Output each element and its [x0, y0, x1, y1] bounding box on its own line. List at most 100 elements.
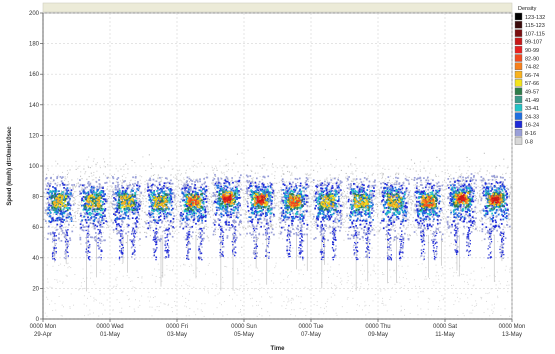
scatter-point: [394, 283, 396, 285]
scatter-point: [181, 285, 183, 287]
scatter-point: [255, 207, 257, 209]
scatter-point: [329, 269, 331, 271]
scatter-point: [500, 314, 502, 316]
scatter-point: [121, 262, 123, 264]
scatter-point: [259, 221, 261, 223]
scatter-point: [111, 190, 113, 193]
scatter-point: [475, 300, 477, 302]
scatter-point: [401, 191, 404, 194]
scatter-point: [275, 262, 277, 264]
scatter-point: [286, 165, 288, 167]
scatter-point: [507, 215, 509, 217]
density-tail: [66, 232, 68, 234]
density-cell: [98, 220, 101, 222]
scatter-point: [477, 185, 479, 187]
scatter-point: [390, 296, 392, 298]
scatter-point: [459, 265, 461, 267]
scatter-point: [78, 201, 80, 203]
scatter-point: [91, 179, 93, 181]
scatter-point: [74, 274, 76, 276]
scatter-point: [311, 185, 313, 188]
scatter-point: [203, 195, 205, 198]
scatter-point: [214, 187, 216, 189]
scatter-point: [137, 306, 139, 308]
scatter-point: [106, 188, 108, 190]
scatter-point: [131, 203, 133, 205]
scatter-point: [281, 206, 283, 208]
density-cell: [44, 188, 47, 191]
scatter-point: [256, 165, 258, 167]
scatter-point: [324, 194, 326, 196]
scatter-point: [236, 294, 238, 296]
scatter-point: [49, 192, 51, 195]
density-cell: [61, 202, 64, 205]
density-cell: [70, 194, 72, 197]
scatter-point: [136, 229, 138, 231]
scatter-point: [480, 220, 482, 222]
scatter-point: [68, 243, 70, 245]
scatter-point: [195, 235, 198, 237]
scatter-point: [274, 177, 276, 179]
scatter-point: [339, 213, 341, 215]
scatter-point: [192, 238, 194, 240]
scatter-point: [248, 197, 250, 199]
scatter-point: [297, 256, 300, 258]
scatter-point: [447, 172, 449, 175]
scatter-point: [449, 195, 451, 197]
scatter-point: [266, 169, 268, 171]
scatter-point: [65, 274, 67, 276]
scatter-point: [278, 201, 280, 203]
scatter-point: [122, 180, 124, 182]
scatter-point: [138, 189, 140, 191]
scatter-point: [112, 286, 114, 288]
scatter-point: [273, 208, 275, 210]
scatter-point: [382, 217, 384, 219]
density-cell: [52, 219, 55, 221]
scatter-point: [481, 192, 483, 194]
scatter-point: [343, 202, 345, 204]
scatter-point: [178, 180, 180, 182]
scatter-point: [203, 212, 205, 214]
density-cell: [103, 239, 105, 242]
scatter-point: [127, 235, 129, 237]
scatter-point: [104, 206, 106, 208]
scatter-point: [140, 200, 143, 203]
scatter-point: [44, 196, 46, 198]
scatter-point: [167, 304, 169, 306]
density-cell: [83, 212, 86, 215]
scatter-point: [459, 190, 461, 192]
scatter-point: [82, 277, 84, 279]
scatter-point: [479, 210, 481, 212]
scatter-point: [103, 158, 105, 160]
scatter-point: [397, 233, 399, 235]
scatter-point: [228, 190, 230, 192]
density-cell: [63, 199, 66, 202]
scatter-point: [489, 219, 491, 221]
scatter-point: [135, 191, 137, 193]
scatter-point: [149, 296, 151, 298]
density-cell: [63, 187, 65, 189]
scatter-point: [387, 215, 389, 217]
density-cell: [59, 176, 62, 178]
scatter-point: [283, 173, 285, 175]
scatter-point: [408, 281, 410, 283]
scatter-point: [83, 168, 85, 170]
scatter-point: [386, 310, 388, 312]
scatter-point: [150, 195, 152, 197]
scatter-point: [245, 213, 247, 216]
scatter-point: [286, 289, 288, 291]
scatter-point: [219, 302, 221, 304]
density-cell: [66, 195, 69, 198]
density-cell: [54, 207, 56, 209]
scatter-point: [218, 292, 220, 294]
scatter-point: [485, 292, 487, 294]
density-cell: [66, 209, 69, 211]
scatter-point: [145, 179, 147, 181]
scatter-point: [364, 186, 366, 188]
scatter-point: [276, 204, 278, 207]
density-tail: [66, 234, 68, 236]
scatter-point: [345, 202, 347, 204]
scatter-point: [353, 178, 355, 180]
scatter-point: [406, 196, 409, 198]
density-cell: [51, 192, 53, 195]
